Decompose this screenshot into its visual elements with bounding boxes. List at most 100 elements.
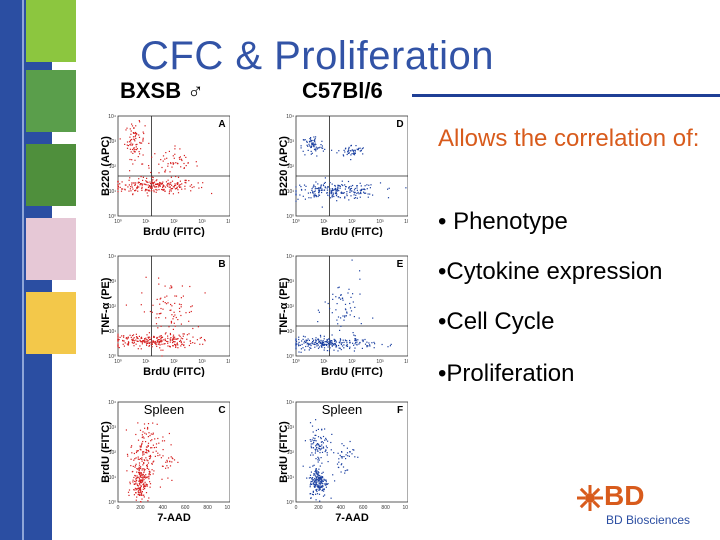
data-point	[132, 194, 134, 196]
y-tick-label: 10³	[109, 425, 117, 431]
data-point	[319, 341, 321, 343]
data-point	[390, 343, 392, 345]
data-point	[151, 447, 153, 449]
data-point	[138, 181, 140, 184]
data-point	[162, 300, 164, 303]
data-point	[165, 303, 168, 305]
data-point	[140, 348, 142, 350]
data-point	[142, 139, 144, 141]
data-point	[144, 477, 147, 479]
data-point	[322, 446, 324, 448]
data-point	[161, 440, 164, 442]
data-point	[141, 477, 143, 479]
data-point	[164, 158, 166, 160]
data-point	[127, 491, 130, 493]
data-point	[372, 194, 374, 196]
y-tick-label: 10²	[287, 450, 295, 456]
data-point	[172, 338, 174, 341]
data-point	[156, 340, 158, 342]
data-point	[148, 337, 150, 339]
data-point	[333, 452, 335, 454]
data-point	[322, 150, 324, 152]
data-point	[143, 485, 145, 487]
data-point	[318, 493, 321, 495]
data-point	[333, 195, 335, 198]
data-point	[164, 171, 166, 173]
data-point	[148, 344, 151, 347]
data-point	[331, 183, 333, 185]
data-point	[132, 152, 134, 154]
data-point	[344, 151, 346, 153]
data-point	[177, 183, 179, 185]
plot-frame	[117, 401, 230, 503]
data-point	[305, 345, 307, 348]
data-point	[154, 153, 156, 155]
data-point	[320, 480, 322, 482]
data-point	[140, 458, 142, 460]
data-point	[319, 146, 321, 148]
data-point	[149, 472, 151, 474]
x-axis-label: 7-AAD	[335, 512, 369, 523]
data-point	[171, 314, 173, 316]
data-point	[311, 152, 313, 154]
data-point	[349, 307, 352, 309]
y-tick-label: 10⁰	[286, 500, 294, 506]
data-point	[147, 445, 149, 447]
data-point	[343, 344, 345, 346]
data-point	[125, 304, 127, 306]
data-point	[360, 191, 362, 193]
x-tick-label: 10⁴	[404, 359, 408, 365]
data-point	[136, 475, 138, 477]
data-point	[168, 193, 170, 195]
y-tick-label: 10³	[109, 139, 117, 145]
data-point	[143, 459, 145, 461]
data-point	[153, 335, 155, 337]
data-point	[358, 147, 360, 149]
data-point	[304, 349, 306, 351]
data-point	[350, 154, 352, 156]
data-point	[141, 337, 143, 339]
data-point	[188, 333, 190, 335]
data-point	[305, 339, 307, 341]
data-point	[364, 185, 366, 187]
data-point	[334, 192, 336, 194]
data-point	[150, 171, 152, 174]
data-point	[331, 334, 333, 336]
data-point	[327, 302, 329, 305]
data-point	[306, 144, 308, 146]
data-point	[180, 341, 182, 343]
data-point	[317, 147, 319, 149]
data-point	[137, 439, 140, 441]
data-point	[156, 179, 158, 181]
data-point	[119, 138, 121, 140]
data-point	[317, 449, 319, 451]
data-point	[134, 136, 136, 138]
data-point	[129, 139, 132, 141]
data-point	[309, 138, 311, 140]
data-point	[157, 452, 159, 454]
data-point	[323, 189, 326, 191]
data-point	[162, 155, 165, 157]
data-point	[135, 480, 137, 482]
data-point	[327, 341, 329, 343]
data-point	[155, 450, 157, 452]
data-point	[314, 186, 316, 188]
data-point	[313, 196, 315, 198]
data-point	[305, 185, 307, 187]
data-point	[133, 139, 135, 141]
data-point	[321, 451, 324, 453]
data-point	[310, 443, 312, 445]
data-point	[327, 343, 330, 345]
data-point	[162, 184, 164, 186]
data-point	[310, 140, 312, 142]
data-point	[314, 194, 316, 197]
data-point	[139, 142, 141, 144]
data-point	[320, 486, 322, 488]
data-point	[333, 338, 335, 340]
data-point	[122, 339, 124, 342]
data-point	[150, 433, 152, 435]
data-point	[355, 194, 357, 196]
data-point	[152, 451, 154, 453]
data-point	[160, 349, 162, 351]
data-point	[320, 445, 322, 447]
